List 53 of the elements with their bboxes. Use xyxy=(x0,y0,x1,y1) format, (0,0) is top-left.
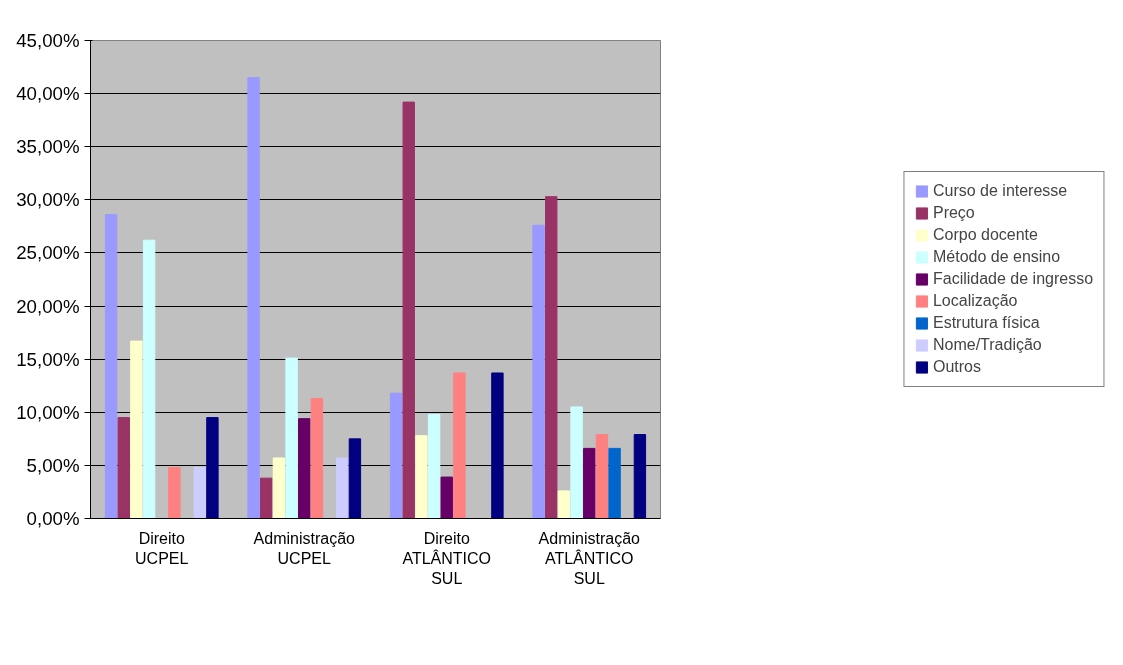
y-tick-label: 5,00% xyxy=(26,454,80,476)
legend-label: Corpo docente xyxy=(932,226,1038,244)
legend-label: Método de ensino xyxy=(932,248,1061,266)
y-tick-label: 15,00% xyxy=(16,348,80,370)
legend-label: Preço xyxy=(932,204,975,222)
bar xyxy=(104,214,118,519)
bar xyxy=(298,418,311,519)
bar xyxy=(532,224,545,519)
bar xyxy=(206,417,219,519)
bar xyxy=(272,457,286,519)
y-tick-label: 10,00% xyxy=(16,401,80,423)
y-tick-label: 40,00% xyxy=(16,83,80,105)
y-tick-label: 25,00% xyxy=(16,242,80,264)
y-tick-label: 35,00% xyxy=(16,136,80,158)
bar xyxy=(285,357,298,519)
bar xyxy=(608,447,621,519)
x-tick-label: Administração ATLÂNTICO SUL xyxy=(538,529,641,588)
bar xyxy=(557,490,571,519)
legend-label: Outros xyxy=(932,358,981,376)
bar xyxy=(595,434,609,519)
bar xyxy=(427,413,441,519)
bar xyxy=(415,435,428,519)
legend-label: Estrutura física xyxy=(932,314,1040,332)
y-tick-label: 30,00% xyxy=(16,189,80,211)
bar xyxy=(389,392,403,519)
legend-label: Nome/Tradição xyxy=(932,336,1042,354)
bar xyxy=(633,434,647,519)
y-tick-label: 0,00% xyxy=(26,508,80,529)
bar xyxy=(570,406,583,519)
bar xyxy=(491,372,504,519)
bar xyxy=(130,340,143,519)
x-tick-label: Direito UCPEL xyxy=(135,529,189,567)
legend-label: Facilidade de ingresso xyxy=(932,270,1094,288)
bar xyxy=(453,372,466,519)
bar xyxy=(440,476,453,519)
legend-label: Localização xyxy=(932,292,1018,310)
bar xyxy=(260,477,273,519)
x-tick-label: Administração UCPEL xyxy=(253,529,356,567)
bar xyxy=(545,196,558,519)
bar xyxy=(336,457,349,519)
bar xyxy=(193,467,206,519)
y-tick-label: 20,00% xyxy=(16,295,80,317)
bar xyxy=(348,438,362,519)
bar xyxy=(142,239,156,519)
y-tick-label: 45,00% xyxy=(16,30,80,51)
legend-label: Curso de interesse xyxy=(932,182,1068,200)
bar xyxy=(247,77,260,519)
bar xyxy=(402,101,415,519)
bar xyxy=(583,447,596,519)
bar xyxy=(168,467,181,519)
bar xyxy=(310,397,324,519)
x-tick-label: Direito ATLÂNTICO SUL xyxy=(402,529,492,588)
bar xyxy=(117,417,130,519)
